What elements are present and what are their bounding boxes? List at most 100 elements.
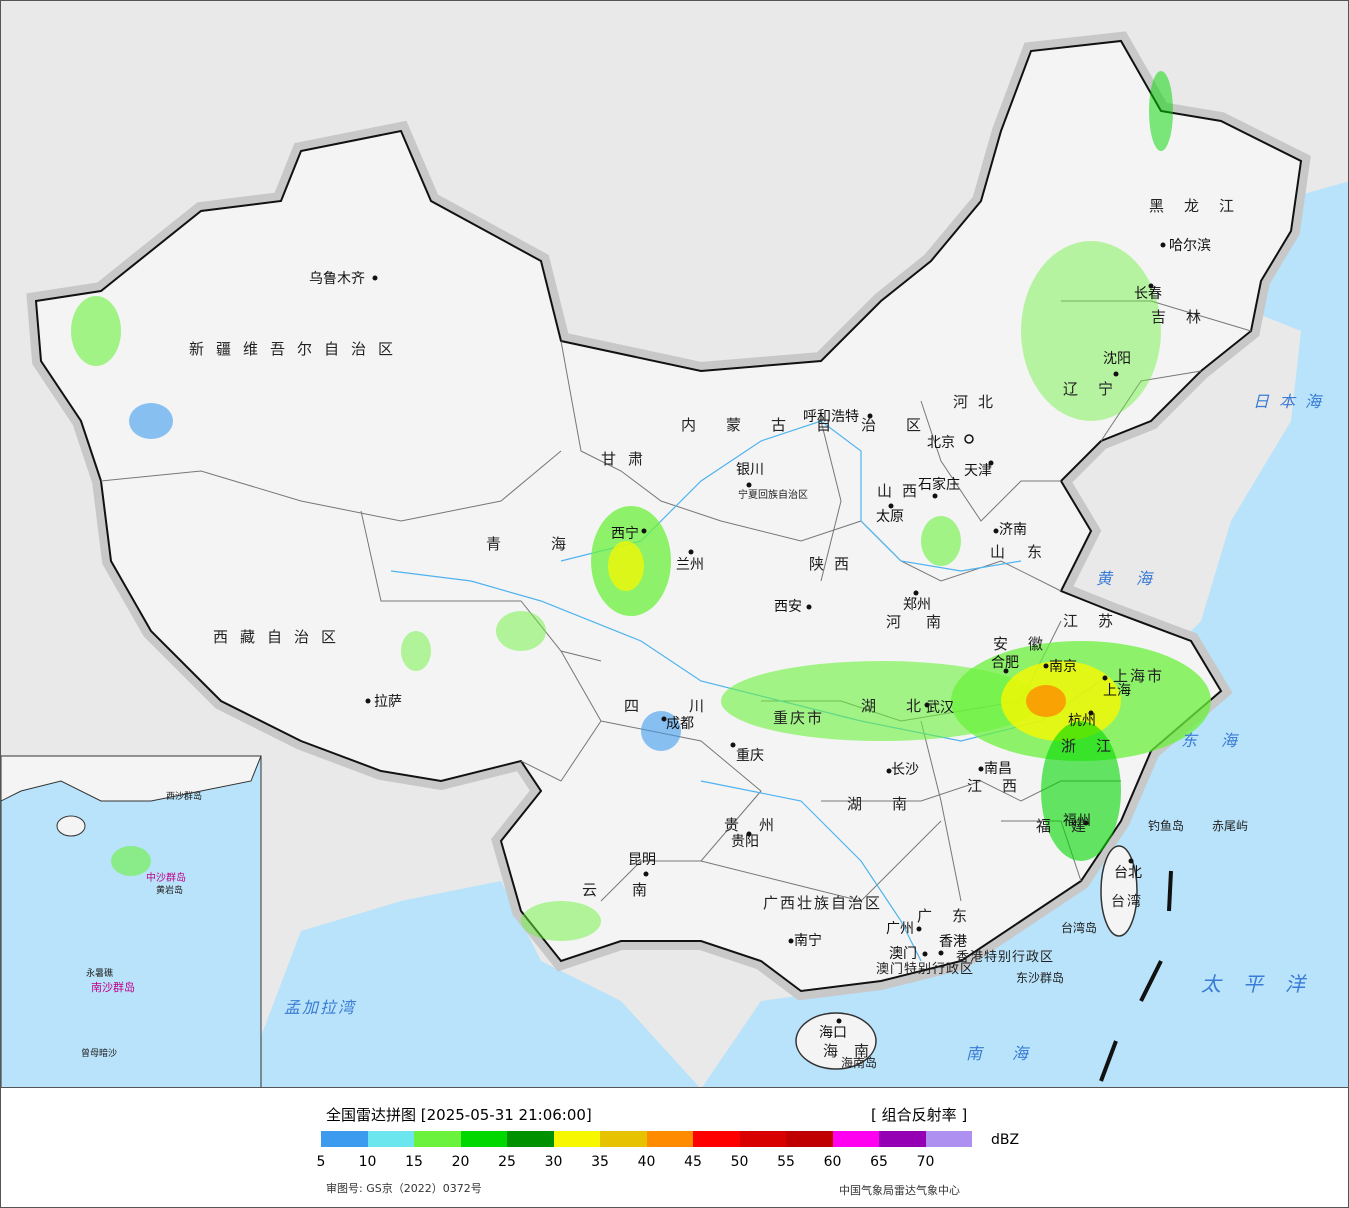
color-scale-ticks: 5 10 15 20 25 30 35 40 45 50 55 60 65 70 [317,1154,1021,1172]
city-macau: 澳门 [889,946,917,962]
color-scale-tick: 50 [730,1154,749,1170]
sea-pacific: 太平洋 [1201,972,1327,996]
color-scale-tick: 65 [870,1154,888,1170]
color-scale-tick: 15 [405,1154,423,1170]
color-scale-tick: 40 [637,1154,656,1170]
color-swatch [600,1131,647,1147]
province-hainan: 海南 [823,1042,885,1060]
city-shijiazhuang: 石家庄 [918,476,960,493]
island-labels: 钓鱼岛 赤尾屿 台湾岛 东沙群岛 海南岛 [841,818,1248,1070]
province-shaanxi: 陕西 [809,555,859,573]
province-taiwan: 台湾 [1111,893,1143,910]
color-scale-bar [321,1131,972,1147]
color-swatch [460,1131,507,1147]
color-scale-tick: 20 [451,1154,470,1170]
sea-south: 南海 [966,1044,1058,1063]
color-scale-tick: 60 [823,1154,842,1170]
china-land [26,31,1311,1070]
province-guangdong: 广东 [917,907,987,925]
city-zhengzhou: 郑州 [903,597,931,613]
province-shanxi: 山西 [877,482,927,500]
maritime-boundary [1099,870,1173,1082]
inset-labels: 中沙群岛 南沙群岛 黄岩岛 曾母暗沙 永暑礁 西沙群岛 [81,790,202,1059]
color-swatch [321,1131,368,1147]
sea-east: 东海 [1181,731,1261,750]
city-shanghai: 上海 [1103,683,1131,699]
province-shanghai: 上海市 [1113,667,1164,685]
city-guiyang: 贵阳 [731,834,759,850]
city-chongqing: 重庆 [736,748,764,764]
province-hunan: 湖南 [847,795,937,813]
island-dongsha: 东沙群岛 [1016,970,1064,985]
province-ningxia: 宁夏回族自治区 [738,488,808,501]
city-changchun: 长春 [1134,286,1162,302]
province-macau-sar: 澳门特别行政区 [876,961,974,977]
legend-unit: dBZ [991,1132,1020,1148]
province-gansu: 甘肃 [601,450,655,468]
city-lanzhou: 兰州 [676,557,704,573]
inset-xisha: 西沙群岛 [166,790,202,802]
color-scale-tick: 55 [777,1154,795,1170]
province-guangxi: 广西壮族自治区 [763,894,882,912]
inset-zhongsha: 中沙群岛 [146,871,186,884]
color-scale-tick: 10 [358,1154,377,1170]
city-hefei: 合肥 [991,655,1019,671]
city-changsha: 长沙 [891,762,919,778]
sea-japan: 日本海 [1253,392,1331,411]
color-swatch [507,1131,554,1147]
sea-labels: 日本海 黄海 东海 南海 太平洋 孟加拉湾 [284,392,1331,1063]
city-haikou: 海口 [819,1025,847,1041]
color-swatch [646,1131,693,1147]
color-scale-tick: 70 [916,1154,935,1170]
province-hebei: 河北 [953,393,1003,411]
legend-title: 全国雷达拼图 [2025-05-31 21:06:00] [326,1106,592,1124]
inset-yongshu: 永暑礁 [86,967,113,979]
color-swatch [414,1131,461,1147]
province-fujian: 福建 [1036,817,1106,835]
city-fuzhou: 福州 [1063,813,1091,829]
color-scale-tick: 30 [544,1154,563,1170]
city-guangzhou: 广州 [886,921,914,937]
province-tibet: 西藏自治区 [213,628,348,646]
city-urumqi: 乌鲁木齐 [309,271,365,287]
color-scale-tick: 5 [316,1154,326,1170]
province-henan: 河南 [886,613,966,631]
color-swatch [739,1131,786,1147]
china-map-svg: 乌鲁木齐 拉萨 西宁 兰州 银川 呼和浩特 北京 天津 石家庄 太原 济南 郑州… [1,31,1348,1087]
agency-credit: 中国气象局雷达气象中心 [839,1184,960,1197]
province-liaoning: 辽宁 [1063,380,1133,398]
color-swatch [832,1131,879,1147]
inset-nansha: 南沙群岛 [91,980,135,994]
city-wuhan: 武汉 [926,700,954,716]
city-beijing: 北京 [927,435,955,451]
city-hangzhou: 杭州 [1068,713,1096,729]
city-harbin: 哈尔滨 [1169,238,1211,254]
province-hongkong-sar: 香港特别行政区 [956,950,1054,965]
legend-panel: 全国雷达拼图 [2025-05-31 21:06:00] [ 组合反射率 ] d… [0,1088,1349,1208]
province-xinjiang: 新疆维吾尔自治区 [189,340,405,358]
city-lhasa: 拉萨 [374,694,402,710]
island-chiwei: 赤尾屿 [1212,819,1248,833]
color-scale-tick: 35 [591,1154,609,1170]
sea-yellow: 黄海 [1096,569,1176,588]
color-swatch [367,1131,414,1147]
city-nanning: 南宁 [794,932,822,949]
inset-huangyan: 黄岩岛 [156,884,183,896]
province-hubei: 湖北 [861,697,951,715]
color-scale-tick: 25 [498,1154,516,1170]
city-xining: 西宁 [611,525,639,542]
color-scale-tick: 45 [684,1154,702,1170]
color-swatch [693,1131,740,1147]
south-china-sea-inset [1,755,262,1087]
city-hohhot: 呼和浩特 [803,409,859,425]
color-swatch [786,1131,833,1147]
province-heilongjiang: 黑龙江 [1149,197,1254,215]
province-chongqing: 重庆市 [773,709,824,727]
province-anhui: 安徽 [993,635,1063,653]
province-neimenggu: 内蒙古自治区 [681,416,951,434]
city-markers [365,242,1166,1024]
color-swatch [553,1131,600,1147]
city-yinchuan: 银川 [736,462,764,478]
color-swatch [925,1131,972,1147]
sea-bengal: 孟加拉湾 [284,998,357,1017]
